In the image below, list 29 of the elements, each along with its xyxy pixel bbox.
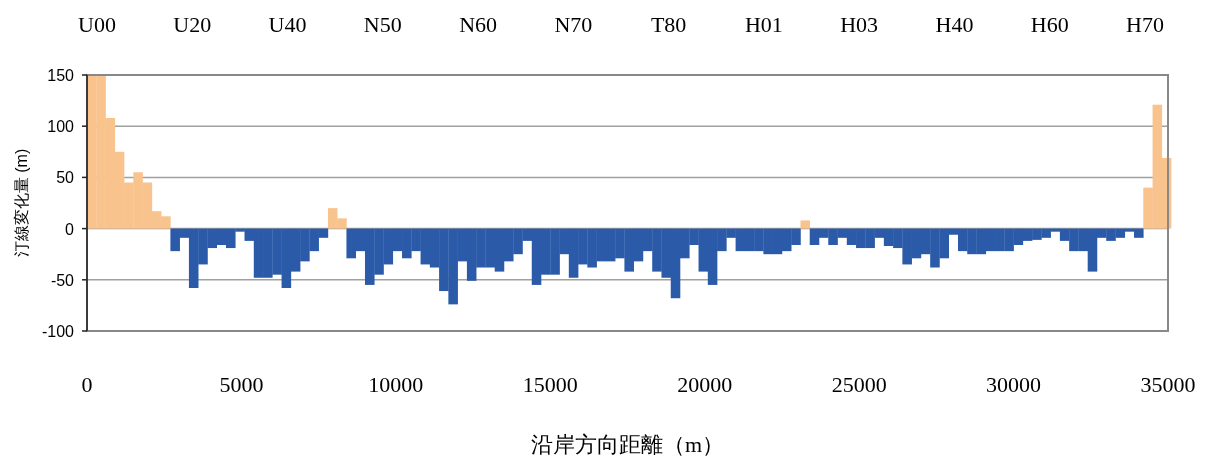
x-tick-label: 20000: [677, 372, 733, 397]
text: H70: [1126, 12, 1164, 37]
text: U20: [173, 12, 212, 37]
text: N60: [459, 12, 498, 37]
bar: [800, 220, 811, 229]
text: N70: [554, 12, 593, 37]
text: H01: [744, 12, 783, 37]
y-tick-label: 150: [47, 67, 75, 84]
x-tick-label: 35000: [1140, 372, 1196, 397]
text: U00: [78, 12, 116, 37]
text: H03: [840, 12, 879, 37]
x-tick-label: 10000: [368, 372, 424, 397]
x-axis-title: 沿岸方向距離（m）: [530, 432, 725, 457]
y-tick-label: 50: [56, 169, 75, 187]
y-tick-label: 100: [47, 118, 75, 136]
text: T80: [650, 12, 687, 37]
text: H40: [935, 12, 974, 37]
x-tick-label: 25000: [831, 372, 887, 397]
x-tick-label: 30000: [986, 372, 1042, 397]
text: H60: [1030, 12, 1069, 37]
y-axis-title: 汀線変化量 (m): [13, 148, 30, 258]
x-tick-label: 15000: [522, 372, 578, 397]
text: N50: [363, 12, 402, 37]
x-tick-label: 5000: [219, 372, 264, 397]
text: U40: [268, 12, 307, 37]
y-tick-label: -100: [41, 323, 75, 340]
y-tick-label: -50: [50, 271, 75, 289]
y-tick-label: 0: [65, 220, 75, 238]
x-tick-label: 0: [81, 372, 93, 397]
